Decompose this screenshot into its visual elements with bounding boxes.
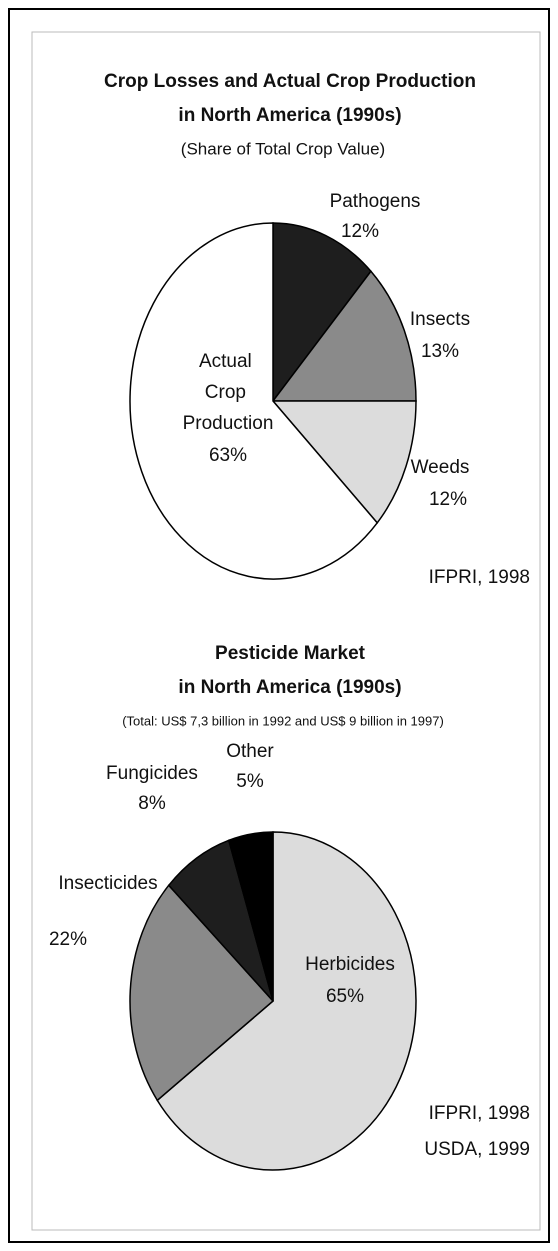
pie-slice: [129, 222, 379, 580]
inner-frame: [31, 31, 541, 1231]
source-note: IFPRI, 1998: [429, 567, 530, 588]
source-note: IFPRI, 1998: [429, 1103, 530, 1124]
slice-value-label: 5%: [236, 771, 264, 792]
chart-title: in North America (1990s): [178, 677, 401, 698]
slice-label: Insects: [410, 309, 470, 330]
source-note: USDA, 1999: [424, 1139, 530, 1160]
chart-subtitle: (Total: US$ 7,3 billion in 1992 and US$ …: [122, 713, 444, 728]
pie-slice: [227, 831, 274, 1002]
slice-label: Insecticides: [58, 873, 157, 894]
pie-slice: [129, 884, 275, 1102]
chart-title: Pesticide Market: [215, 643, 366, 664]
slice-label: Pathogens: [330, 191, 421, 212]
slice-value-label: 22%: [49, 929, 87, 950]
slice-value-label: 65%: [326, 986, 364, 1007]
slice-label: Herbicides: [305, 954, 395, 975]
slice-value-label: 13%: [421, 341, 459, 362]
slice-value-label: 12%: [341, 221, 379, 242]
slice-label: Actual Crop Production: [183, 351, 274, 434]
slice-value-label: 63%: [209, 445, 247, 466]
pie-slice: [156, 831, 417, 1171]
slice-label: Weeds: [411, 457, 470, 478]
chart-title: Crop Losses and Actual Crop Production: [104, 71, 476, 92]
pie-slice: [271, 400, 417, 525]
pie-slice: [272, 222, 372, 404]
slice-value-label: 8%: [138, 793, 166, 814]
chart-title: in North America (1990s): [178, 105, 401, 126]
chart-subtitle: (Share of Total Crop Value): [181, 139, 385, 158]
pie-slice: [271, 270, 417, 402]
slice-label: Fungicides: [106, 763, 198, 784]
slice-value-label: 12%: [429, 489, 467, 510]
slice-label: Other: [226, 741, 274, 762]
